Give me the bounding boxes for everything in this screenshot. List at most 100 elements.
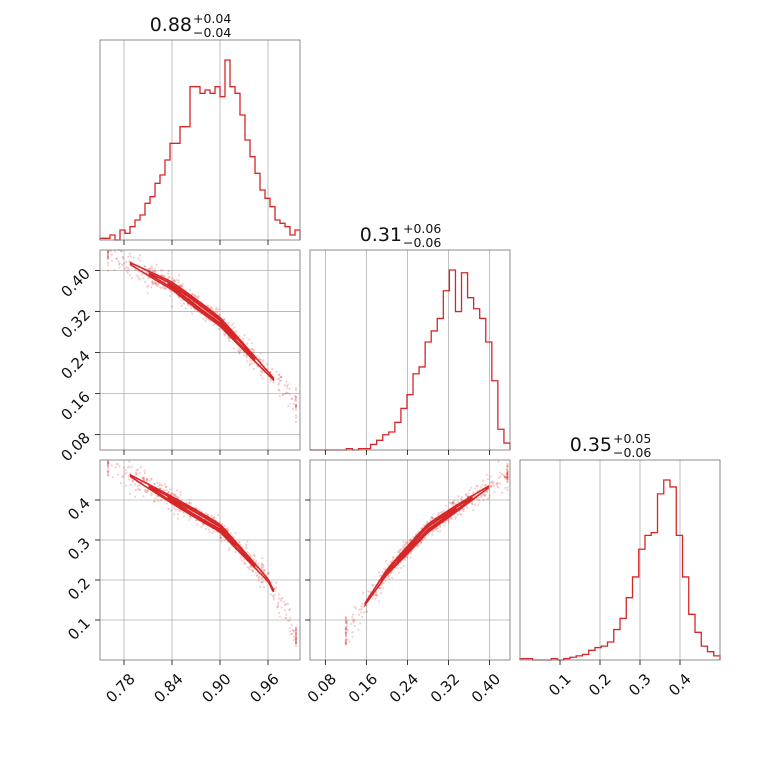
sample-point xyxy=(180,284,183,288)
sample-point xyxy=(144,489,147,492)
sample-point xyxy=(219,536,222,540)
sample-point xyxy=(345,620,349,623)
sample-point xyxy=(187,303,190,306)
sample-point xyxy=(402,540,405,543)
sample-point xyxy=(292,402,295,405)
sample-point xyxy=(123,267,126,270)
sample-point xyxy=(262,565,265,568)
sample-point xyxy=(405,541,408,544)
sample-point xyxy=(235,330,238,333)
sample-point xyxy=(146,285,149,288)
sample-point xyxy=(465,506,469,509)
sample-point xyxy=(294,396,298,400)
sample-point xyxy=(113,268,116,272)
sample-point xyxy=(288,387,291,391)
sample-point xyxy=(120,250,123,253)
sample-point xyxy=(145,479,148,482)
sample-point xyxy=(485,490,488,493)
sample-point xyxy=(165,489,168,492)
scatter-panel-1-2-xtick-label-4: 0.40 xyxy=(468,670,504,706)
sample-point xyxy=(359,611,363,614)
sample-point xyxy=(150,265,153,268)
sample-point xyxy=(226,527,229,530)
sample-point xyxy=(293,630,296,633)
scatter-panel-0-1-ytick-label-1: 0.16 xyxy=(57,388,93,424)
hist-panel-2-xtick-label-3: 0.4 xyxy=(665,670,695,700)
sample-point xyxy=(116,473,120,476)
sample-point xyxy=(176,489,179,492)
sample-point xyxy=(168,275,171,278)
sample-point xyxy=(448,521,451,524)
sample-point xyxy=(151,281,154,284)
sample-point xyxy=(294,414,298,417)
sample-point xyxy=(488,494,491,497)
sample-point xyxy=(173,507,176,510)
sample-point xyxy=(189,516,192,519)
sample-point xyxy=(121,475,124,478)
sample-point xyxy=(442,509,445,512)
sample-point xyxy=(246,551,249,554)
sample-point xyxy=(289,616,292,619)
sample-point xyxy=(243,561,246,564)
sample-point xyxy=(169,290,172,293)
scatter-panel-0-1-samples xyxy=(106,248,298,424)
sample-point xyxy=(177,281,180,284)
sample-point xyxy=(232,347,236,350)
sample-point xyxy=(184,307,187,310)
sample-point xyxy=(506,477,509,480)
sample-point xyxy=(493,485,496,488)
sample-point xyxy=(259,374,263,377)
sample-point xyxy=(159,286,162,289)
sample-point xyxy=(430,516,433,519)
sample-point xyxy=(263,568,266,572)
sample-point xyxy=(288,608,291,612)
sample-point xyxy=(294,635,298,638)
sample-point xyxy=(272,598,275,601)
sample-point xyxy=(250,363,253,366)
sample-point xyxy=(167,272,170,275)
sample-point xyxy=(261,566,264,570)
sample-point xyxy=(358,608,361,611)
sample-point xyxy=(134,483,137,486)
sample-point xyxy=(451,501,454,504)
sample-point xyxy=(138,254,142,257)
sample-point xyxy=(174,495,177,498)
sample-point xyxy=(272,596,275,599)
sample-point xyxy=(390,576,394,579)
sample-point xyxy=(429,518,432,522)
sample-point xyxy=(281,596,284,600)
sample-point xyxy=(452,502,455,505)
sample-point xyxy=(294,630,298,633)
sample-point xyxy=(402,564,405,567)
sample-point xyxy=(496,485,499,488)
sample-point xyxy=(484,483,487,487)
sample-point xyxy=(139,278,142,281)
sample-point xyxy=(226,529,230,532)
sample-point xyxy=(150,492,153,495)
sample-point xyxy=(179,284,182,287)
sample-point xyxy=(254,571,258,574)
sample-point xyxy=(480,494,483,497)
sample-point xyxy=(353,605,356,608)
sample-point xyxy=(438,530,442,533)
sample-point xyxy=(176,517,180,520)
sample-point xyxy=(436,526,439,529)
sample-point xyxy=(378,587,381,590)
sample-point xyxy=(106,465,110,469)
sample-point xyxy=(410,551,413,555)
sample-point xyxy=(506,470,509,473)
sample-point xyxy=(188,288,192,291)
hist-panel-0-frame xyxy=(99,39,301,241)
sample-point xyxy=(164,287,168,291)
sample-point xyxy=(464,493,468,496)
histogram-0 xyxy=(99,59,301,241)
sample-point xyxy=(432,517,435,520)
sample-point xyxy=(121,263,124,266)
sample-point xyxy=(280,598,283,601)
sample-point xyxy=(106,251,110,254)
sample-point xyxy=(106,255,110,259)
sample-point xyxy=(122,262,126,265)
sample-point xyxy=(261,371,264,374)
sample-point xyxy=(420,541,423,544)
sample-point xyxy=(387,563,390,566)
